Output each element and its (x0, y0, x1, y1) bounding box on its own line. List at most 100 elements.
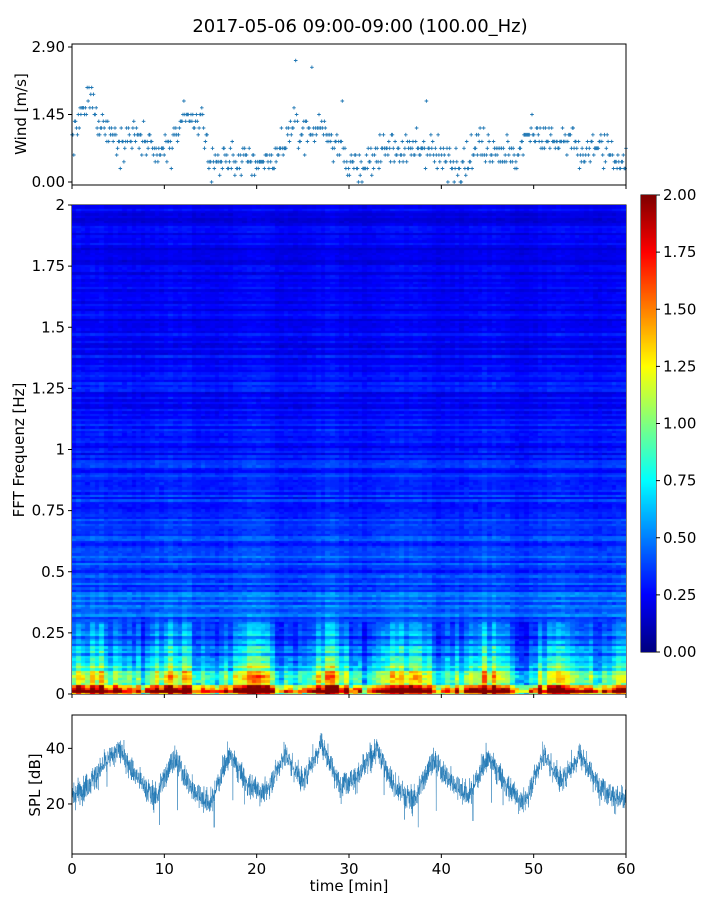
wind-point (276, 153, 281, 157)
wind-point (304, 119, 309, 123)
wind-point (242, 146, 247, 151)
wind-point (442, 153, 447, 157)
wind-point (131, 126, 135, 130)
wind-point (345, 159, 349, 164)
wind-point (512, 153, 516, 157)
wind-point (478, 126, 482, 130)
wind-point (95, 126, 99, 130)
wind-point (413, 153, 417, 157)
wind-point (599, 132, 603, 137)
wind-point (240, 159, 244, 164)
wind-point (473, 146, 478, 151)
wind-scatter-series (70, 58, 628, 184)
wind-point (430, 139, 435, 144)
colorbar-tick-label: 2.00 (663, 186, 696, 204)
wind-point (515, 166, 519, 171)
wind-point (222, 146, 226, 151)
wind-point (346, 166, 351, 171)
wind-point (141, 119, 146, 123)
wind-point (461, 159, 465, 164)
wind-point (216, 153, 220, 157)
wind-point (591, 132, 595, 137)
wind-point (251, 153, 256, 157)
wind-point (177, 126, 182, 130)
wind-point (455, 159, 459, 164)
wind-point (510, 159, 515, 164)
wind-point (600, 139, 604, 144)
wind-point (453, 166, 457, 171)
wind-point (601, 166, 606, 171)
spl-x-ticks: 0 10 20 30 40 50 60 (67, 854, 636, 878)
colorbar-ticks: 0.00 0.25 0.50 0.75 1.00 1.25 1.50 1.75 2.00 (656, 186, 696, 661)
wind-point (301, 126, 305, 130)
wind-point (520, 139, 524, 144)
wind-point (430, 146, 434, 151)
wind-point (621, 153, 626, 157)
wind-point (281, 153, 285, 157)
wind-point (317, 112, 321, 117)
wind-point (84, 112, 89, 117)
wind-point (202, 146, 207, 151)
wind-point (340, 99, 345, 103)
wind-point (413, 139, 418, 144)
wind-point (447, 146, 452, 151)
wind-point (83, 106, 88, 110)
wind-point (503, 153, 507, 157)
wind-point (444, 159, 448, 164)
wind-point (79, 112, 83, 117)
wind-point (386, 153, 390, 157)
wind-point (106, 139, 111, 144)
wind-point (590, 139, 594, 144)
wind-point (228, 146, 233, 151)
wind-point (480, 139, 484, 144)
wind-point (129, 139, 133, 144)
colorbar-gradient (641, 195, 656, 652)
wind-point (588, 159, 592, 164)
wind-y-ticks: 0.00 1.45 2.90 (32, 38, 72, 191)
spl-y-axis-label: SPL [dB] (26, 753, 44, 816)
spectrogram-y-tick-label: 0.5 (41, 563, 65, 581)
wind-point (610, 153, 615, 157)
wind-point (585, 139, 590, 144)
wind-point (109, 126, 114, 130)
wind-x-ticks (71, 185, 627, 189)
wind-point (587, 146, 592, 151)
wind-point (481, 126, 486, 130)
wind-point (387, 146, 392, 151)
wind-point (90, 106, 95, 110)
wind-point (360, 180, 364, 184)
wind-point (161, 146, 166, 151)
wind-point (132, 119, 136, 123)
wind-point (429, 132, 433, 137)
wind-point (111, 139, 115, 144)
wind-point (256, 166, 260, 171)
wind-point (446, 180, 450, 184)
wind-point (501, 146, 506, 151)
wind-point (200, 112, 205, 117)
wind-point (365, 166, 370, 171)
wind-point (229, 166, 234, 171)
wind-point (470, 166, 474, 171)
wind-point (170, 146, 174, 151)
wind-point (592, 153, 596, 157)
spl-y-tick-label: 40 (46, 739, 65, 757)
wind-point (322, 119, 327, 123)
wind-point (533, 139, 538, 144)
wind-point (436, 132, 440, 137)
wind-point (400, 139, 405, 144)
wind-point (123, 146, 127, 151)
wind-point (77, 126, 81, 130)
wind-point (231, 153, 235, 157)
wind-point (600, 153, 605, 157)
wind-point (563, 132, 567, 137)
wind-panel: 0.00 1.45 2.90 Wind [m/s] (12, 38, 628, 191)
wind-point (91, 92, 96, 97)
wind-point (337, 153, 342, 157)
wind-point (169, 166, 174, 171)
wind-point (395, 153, 399, 157)
spl-x-tick-label: 50 (524, 860, 543, 878)
wind-point (151, 153, 156, 157)
wind-point (100, 112, 105, 117)
